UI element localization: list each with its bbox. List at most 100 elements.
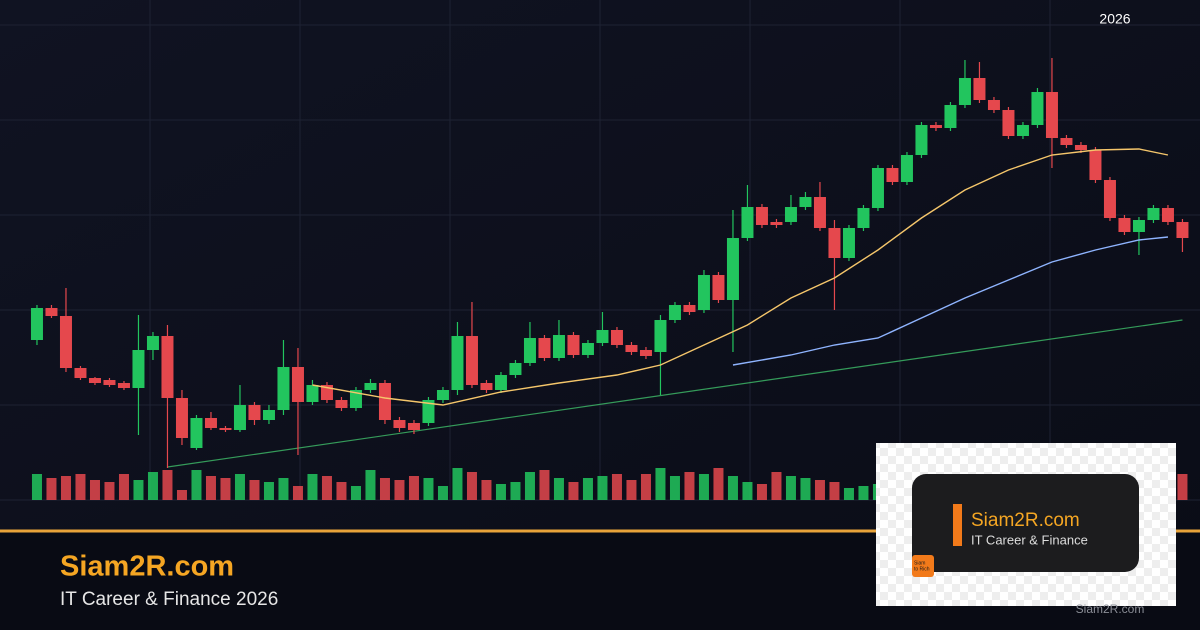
candle-body [204,418,217,428]
candle-body [175,398,188,438]
volume-bar [350,486,361,500]
candle-body [799,197,812,207]
candle-body [741,207,754,238]
tagline: IT Career & Finance 2026 [60,589,278,610]
volume-bar [263,482,274,500]
volume-bar [408,476,419,500]
volume-bar [582,478,593,500]
volume-bar [133,480,144,500]
volume-bar [31,474,42,500]
badge-icon [912,555,934,577]
candle-body [393,420,406,428]
candle-body [233,405,246,430]
volume-bar [89,480,100,500]
candle-body [683,305,696,312]
volume-bar [568,482,579,500]
volume-bar [524,472,535,500]
candle-body [538,338,551,358]
volume-bar [365,470,376,500]
volume-bar [669,476,680,500]
volume-bar [292,486,303,500]
candle-body [1132,220,1145,232]
candle-body [900,155,913,182]
candle-body [987,100,1000,110]
volume-bar [800,478,811,500]
candle-body [1031,92,1044,125]
candle-body [117,383,130,388]
candle-body [480,383,493,390]
candle-body [552,335,565,358]
candle-body [668,305,681,320]
candle-body [726,238,739,300]
candle-body [1118,218,1131,232]
badge-title: Siam2R.com [971,510,1080,531]
badge-accent [953,504,962,546]
candle-body [813,197,826,228]
candle-body [697,275,710,310]
volume-bar [829,482,840,500]
volume-bar [437,486,448,500]
volume-bar [466,472,477,500]
candle-body [248,405,261,420]
badge-subtitle: IT Career & Finance [971,532,1088,547]
candle-body [567,335,580,355]
candle-body [581,343,594,355]
volume-bar [452,468,463,500]
candle-body [465,336,478,385]
candle-body [755,207,768,225]
volume-bar [118,474,129,500]
volume-bar [698,474,709,500]
candle-body [306,385,319,402]
volume-bar [785,476,796,500]
volume-bar [234,474,245,500]
volume-bar [220,478,231,500]
candle-body [291,367,304,402]
volume-bar [713,468,724,500]
candle-body [596,330,609,343]
volume-bar [597,476,608,500]
candle-body [639,350,652,356]
candle-body [1176,222,1189,238]
volume-bar [553,478,564,500]
candle-body [1161,208,1174,222]
candle-body [277,367,290,410]
badge-icon-text: to Rich [914,566,930,572]
candle-body [1147,208,1160,220]
candle-body [625,345,638,352]
candle-body [422,400,435,423]
year-label: 2026 [1099,11,1130,27]
volume-bar [510,482,521,500]
candle-body [784,207,797,222]
volume-bar [394,480,405,500]
volume-bar [858,486,869,500]
candle-body [335,400,348,408]
volume-bar [655,468,666,500]
volume-bar [278,478,289,500]
candle-body [523,338,536,363]
candle-body [74,368,87,378]
candle-body [378,383,391,420]
volume-bar [1177,474,1188,500]
moving-average [312,148,1169,406]
candle-body [30,308,43,340]
volume-bar [191,470,202,500]
volume-bar [756,484,767,500]
volume-bar [307,474,318,500]
candle-body [1103,180,1116,218]
volume-bar [481,480,492,500]
volume-bar [46,478,57,500]
volume-bar [814,480,825,500]
volume-bar [176,490,187,500]
candle-body [132,350,145,388]
candle-body [712,275,725,300]
candle-body [103,380,116,385]
volume-bar [336,482,347,500]
volume-bar [423,478,434,500]
volume-bar [205,476,216,500]
candle-body [871,168,884,208]
candle-body [1002,110,1015,136]
candle-body [1045,92,1058,138]
candle-body [161,336,174,398]
badge-card [912,474,1139,572]
